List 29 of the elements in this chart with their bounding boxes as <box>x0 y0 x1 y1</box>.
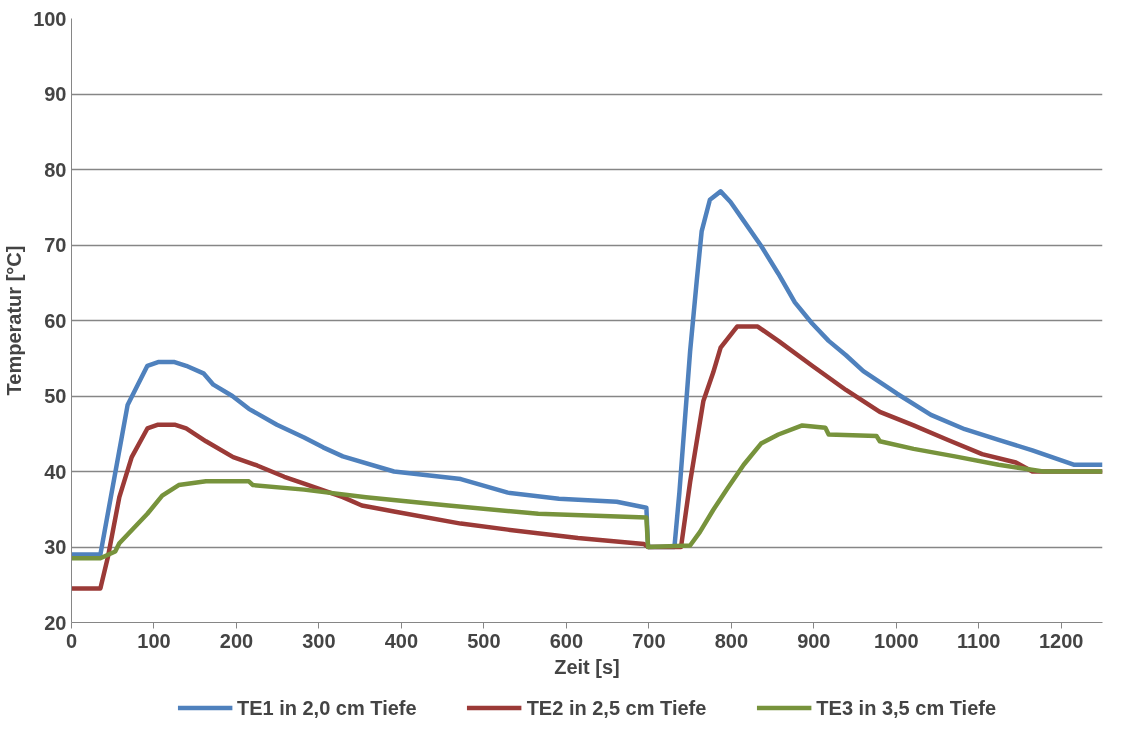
x-tick-label: 1000 <box>874 629 919 652</box>
x-tick-label: 600 <box>549 629 584 652</box>
line-series <box>71 423 1103 561</box>
legend-label: TE3 in 3,5 cm Tiefe <box>816 696 997 719</box>
x-tick-label: 1200 <box>1039 629 1084 652</box>
x-tick-label: 200 <box>219 629 254 652</box>
x-tick-label: 100 <box>137 629 171 652</box>
legend-label: TE1 in 2,0 cm Tiefe <box>236 696 417 719</box>
y-tick-label: 60 <box>44 309 67 332</box>
x-tick-label: 1100 <box>957 629 1001 652</box>
legend-label: TE2 in 2,5 cm Tiefe <box>526 696 707 719</box>
x-tick-label: 400 <box>384 629 419 652</box>
y-tick-label: 50 <box>44 385 67 407</box>
x-tick-label: 300 <box>302 629 336 652</box>
x-axis-title: Zeit [s] <box>554 655 620 678</box>
y-tick-label: 70 <box>44 234 67 256</box>
y-tick-label: 80 <box>44 158 67 181</box>
y-tick-label: 20 <box>44 611 67 634</box>
y-tick-label: 100 <box>33 7 67 30</box>
y-tick-label: 90 <box>44 83 67 105</box>
y-tick-label: 30 <box>44 536 67 558</box>
x-tick-label: 800 <box>714 629 749 652</box>
x-tick-label: 900 <box>797 629 831 652</box>
x-tick-label: 0 <box>65 629 78 652</box>
x-tick-label: 500 <box>467 629 501 652</box>
x-tick-label: 700 <box>632 629 666 652</box>
y-tick-label: 40 <box>44 460 67 483</box>
y-axis-title: Temperatur [°C] <box>3 245 26 396</box>
line-series <box>71 189 1103 557</box>
